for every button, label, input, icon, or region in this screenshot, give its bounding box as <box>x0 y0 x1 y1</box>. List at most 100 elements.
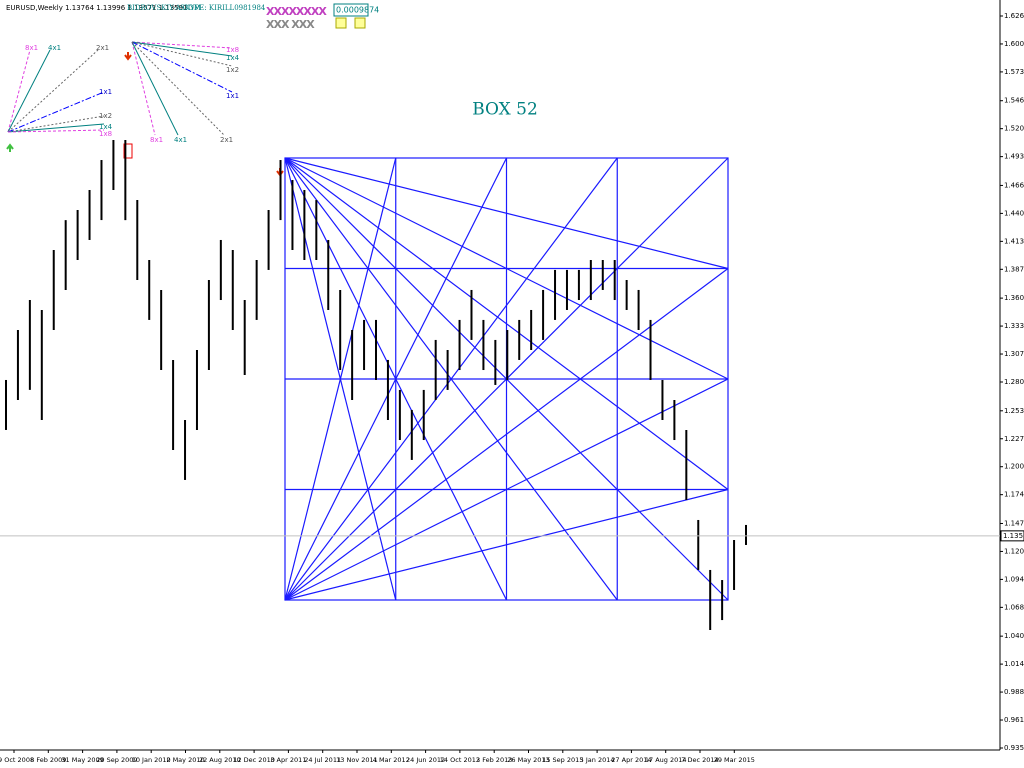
y-tick-label: 1.49360 <box>1004 153 1024 161</box>
fan-label: 1x1 <box>99 88 112 96</box>
fan-line <box>284 157 729 270</box>
x-tick-label: 20 Sep 2009 <box>96 756 137 764</box>
y-tick-label: 1.52000 <box>1004 125 1024 133</box>
y-tick-label: 1.01440 <box>1004 660 1024 668</box>
x-tick-label: 22 Aug 2010 <box>199 756 241 764</box>
x-tick-label: 15 Sep 2013 <box>542 756 583 764</box>
marks-row2: XXX XXX <box>266 18 315 31</box>
fan-label: 8x1 <box>25 44 38 52</box>
y-tick-label: 0.93520 <box>1004 744 1024 752</box>
up-arrow <box>6 143 14 152</box>
marks-row1: XXXXXXXX <box>266 5 327 18</box>
fan-line <box>7 49 31 133</box>
fan-line <box>284 157 508 601</box>
x-tick-label: 26 May 2013 <box>507 756 549 764</box>
fan-line <box>284 157 729 490</box>
x-tick-label: 13 Nov 2011 <box>336 756 378 764</box>
box-title: BOX 52 <box>472 100 538 120</box>
y-tick-label: 1.30720 <box>1004 350 1024 358</box>
fan-label: 1x1 <box>226 92 239 100</box>
y-tick-label: 1.62640 <box>1004 12 1024 20</box>
y-tick-label: 1.33360 <box>1004 322 1024 330</box>
left-fan <box>7 49 105 133</box>
y-tick-label: 1.54640 <box>1004 97 1024 105</box>
fan-line <box>284 488 729 601</box>
fan-label: 4x1 <box>174 136 187 144</box>
fan-label: 1x4 <box>226 54 240 62</box>
y-tick-label: 1.09440 <box>1004 575 1024 583</box>
fan-line <box>7 49 99 133</box>
fan-line <box>7 115 105 133</box>
fan-line <box>284 157 618 601</box>
y-tick-label: 1.36000 <box>1004 294 1024 302</box>
signal-box <box>123 143 133 159</box>
y-tick-label: 1.44000 <box>1004 209 1024 217</box>
x-tick-label: 12 Dec 2010 <box>233 756 275 764</box>
fan-line <box>131 41 233 93</box>
y-tick-label: 1.25360 <box>1004 407 1024 415</box>
site: BIDROVSKIY-A.COM <box>127 4 201 12</box>
fan-line <box>284 378 729 601</box>
fan-label: 1x8 <box>226 46 239 54</box>
x-tick-label: 17 Aug 2014 <box>645 756 687 764</box>
fan-label: 1x2 <box>99 112 112 120</box>
gann-box <box>284 157 729 601</box>
right-fan <box>131 41 233 136</box>
y-tick-label: 1.12080 <box>1004 547 1024 555</box>
x-tick-label: 19 Oct 2008 <box>0 756 34 764</box>
x-tick-label: 27 Apr 2014 <box>611 756 651 764</box>
fan-label: 4x1 <box>48 44 61 52</box>
value-box <box>333 3 369 17</box>
x-tick-label: 3 Apr 2011 <box>270 756 306 764</box>
y-tick-label: 1.60000 <box>1004 40 1024 48</box>
x-tick-label: 4 Mar 2012 <box>373 756 410 764</box>
y-tick-label: 1.20080 <box>1004 463 1024 471</box>
y-tick-label: 1.41360 <box>1004 237 1024 245</box>
indicator-value: 0.0009874 <box>336 6 379 15</box>
fan-label: 1x8 <box>99 130 112 138</box>
x-tick-label: 7 Dec 2014 <box>681 756 718 764</box>
button[interactable] <box>335 17 347 29</box>
fan-line <box>284 157 729 380</box>
fan-line <box>7 129 105 133</box>
down-arrow <box>124 52 132 61</box>
x-tick-label: 31 May 2009 <box>61 756 103 764</box>
button[interactable] <box>354 17 366 29</box>
fan-line <box>7 49 51 133</box>
y-tick-label: 1.04080 <box>1004 632 1024 640</box>
fan-line <box>131 41 233 49</box>
x-tick-label: 10 Jan 2010 <box>132 756 171 764</box>
y-tick-label: 1.57360 <box>1004 68 1024 76</box>
fan-line <box>284 268 729 601</box>
fan-label: 1x2 <box>226 66 239 74</box>
y-tick-label: 1.46640 <box>1004 181 1024 189</box>
fan-line <box>131 41 156 136</box>
y-tick-label: 1.06800 <box>1004 603 1024 611</box>
y-tick-label: 1.22720 <box>1004 435 1024 443</box>
fan-line <box>131 41 233 67</box>
x-tick-label: 2 May 2010 <box>166 756 204 764</box>
symbol-info: EURUSD,Weekly 1.13764 1.13996 1.13571 1.… <box>6 4 188 12</box>
y-tick-label: 1.28080 <box>1004 378 1024 386</box>
last-price-label: 1.13551 <box>1003 532 1024 540</box>
x-tick-label: 29 Mar 2015 <box>714 756 755 764</box>
y-tick-label: 1.38720 <box>1004 265 1024 273</box>
fan-line <box>131 41 233 57</box>
fan-label: 1x4 <box>99 123 113 131</box>
y-tick-label: 1.17440 <box>1004 491 1024 499</box>
fan-line <box>7 91 105 133</box>
x-tick-label: 5 Jan 2014 <box>580 756 615 764</box>
y-tick-label: 0.96160 <box>1004 716 1024 724</box>
y-tick-label: 0.98800 <box>1004 688 1024 696</box>
fan-line <box>284 157 397 601</box>
x-tick-label: 24 Jun 2012 <box>406 756 445 764</box>
fan-label: 2x1 <box>96 44 109 52</box>
y-tick-label: 1.14720 <box>1004 519 1024 527</box>
fan-label: 2x1 <box>220 136 233 144</box>
fan-line <box>7 123 105 133</box>
x-tick-label: 8 Feb 2009 <box>30 756 66 764</box>
x-tick-label: 14 Oct 2012 <box>440 756 480 764</box>
fan-line <box>131 41 179 136</box>
fan-line <box>131 41 225 136</box>
